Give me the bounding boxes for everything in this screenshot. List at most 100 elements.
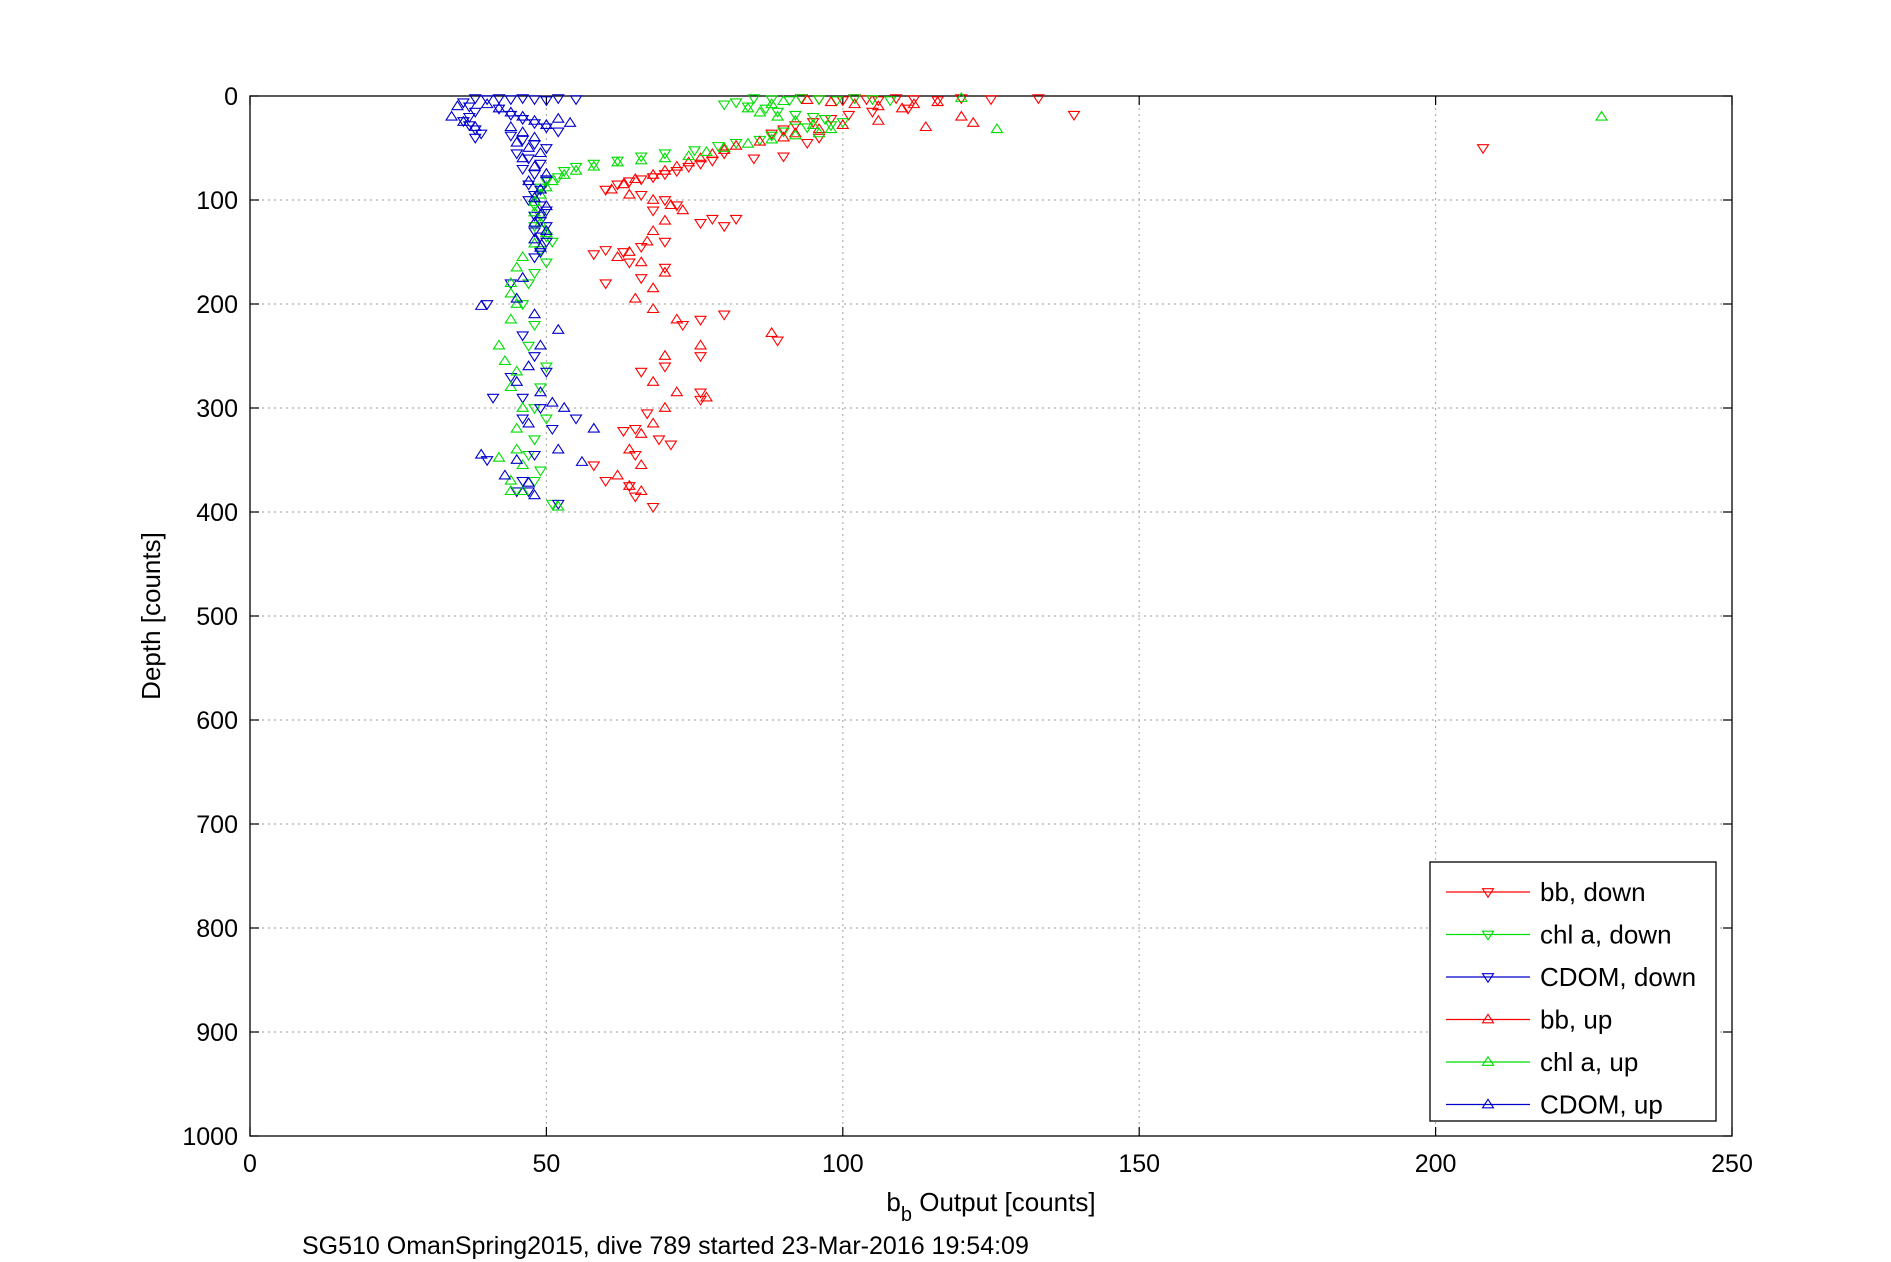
- data-point: [990, 123, 1004, 134]
- data-point: [788, 110, 802, 121]
- data-point: [907, 95, 921, 106]
- y-tick-label: 800: [196, 915, 238, 943]
- data-point: [705, 148, 719, 159]
- caption: SG510 OmanSpring2015, dive 789 started 2…: [302, 1232, 1029, 1260]
- data-point: [682, 150, 696, 161]
- data-point: [528, 216, 542, 227]
- data-point: [563, 116, 577, 127]
- data-point: [984, 95, 998, 106]
- data-point: [717, 310, 731, 321]
- data-point: [510, 422, 524, 433]
- data-point: [533, 404, 547, 415]
- data-point: [871, 100, 885, 111]
- data-point: [800, 93, 814, 105]
- data-point: [765, 95, 779, 106]
- data-point: [836, 118, 850, 129]
- data-point: [599, 476, 613, 488]
- legend-label: chl a, up: [1540, 1047, 1638, 1077]
- x-tick-label: 250: [1711, 1150, 1753, 1178]
- y-tick-label: 400: [196, 499, 238, 527]
- data-point: [628, 292, 642, 303]
- data-point: [622, 479, 636, 490]
- data-point: [729, 139, 743, 150]
- data-point: [528, 131, 542, 142]
- data-point: [528, 320, 542, 332]
- data-point: [652, 435, 666, 446]
- data-point: [528, 489, 542, 500]
- data-point: [646, 193, 660, 204]
- data-point: [616, 427, 630, 438]
- legend-marker: [1481, 888, 1495, 899]
- data-point: [533, 241, 547, 252]
- data-point: [551, 127, 565, 138]
- data-point: [545, 424, 559, 436]
- data-point: [533, 339, 547, 350]
- data-point: [824, 123, 838, 134]
- y-tick-label: 700: [196, 811, 238, 839]
- data-point: [551, 443, 565, 454]
- data-point: [658, 152, 672, 163]
- data-point: [539, 222, 553, 233]
- data-point: [658, 237, 672, 248]
- data-point: [634, 458, 648, 470]
- data-point: [954, 91, 968, 102]
- data-point: [717, 143, 731, 154]
- data-point: [622, 245, 636, 256]
- legend: bb, down chl a, down CDOM, down bb, up chl a…: [1429, 861, 1717, 1122]
- data-point: [480, 98, 494, 109]
- data-point: [551, 112, 565, 123]
- data-point: [634, 190, 648, 202]
- data-point: [611, 469, 625, 480]
- data-point: [516, 393, 530, 404]
- data-point: [605, 183, 619, 194]
- data-point: [533, 188, 547, 199]
- data-point: [539, 96, 553, 107]
- data-point: [599, 185, 613, 196]
- data-point: [516, 484, 530, 496]
- data-point: [528, 435, 542, 446]
- data-point: [611, 180, 625, 191]
- data-point: [753, 135, 767, 146]
- data-point: [510, 292, 524, 303]
- data-point: [753, 106, 767, 117]
- data-point: [528, 404, 542, 415]
- data-point: [658, 349, 672, 360]
- data-point: [741, 137, 755, 148]
- data-point: [516, 164, 530, 176]
- data-point: [450, 100, 464, 111]
- data-point: [865, 107, 879, 118]
- data-point: [587, 422, 601, 433]
- x-tick-label: 150: [1118, 1150, 1160, 1178]
- data-point: [717, 141, 731, 152]
- data-point: [717, 222, 731, 233]
- data-point: [510, 149, 524, 160]
- data-point: [539, 237, 553, 248]
- data-point: [522, 341, 536, 352]
- data-point: [616, 178, 630, 189]
- data-point: [634, 256, 648, 267]
- data-point: [528, 450, 542, 462]
- data-point: [634, 175, 648, 186]
- data-point: [551, 500, 565, 511]
- data-point: [539, 224, 553, 236]
- data-point: [765, 326, 779, 337]
- data-point: [622, 258, 636, 269]
- data-point: [539, 227, 553, 238]
- y-tick-label: 100: [196, 187, 238, 215]
- data-markers: [445, 91, 1609, 514]
- data-point: [522, 141, 536, 152]
- data-point: [812, 95, 826, 106]
- data-point: [516, 414, 530, 425]
- data-point: [510, 136, 524, 147]
- data-point: [705, 214, 719, 225]
- data-point: [504, 95, 518, 106]
- legend-label: CDOM, down: [1540, 962, 1696, 992]
- series-4: [492, 91, 1609, 511]
- data-point: [871, 96, 885, 107]
- data-point: [528, 190, 542, 202]
- data-point: [533, 386, 547, 397]
- legend-label: bb, up: [1540, 1005, 1612, 1035]
- data-point: [634, 484, 648, 496]
- data-point: [771, 336, 785, 347]
- data-point: [765, 98, 779, 109]
